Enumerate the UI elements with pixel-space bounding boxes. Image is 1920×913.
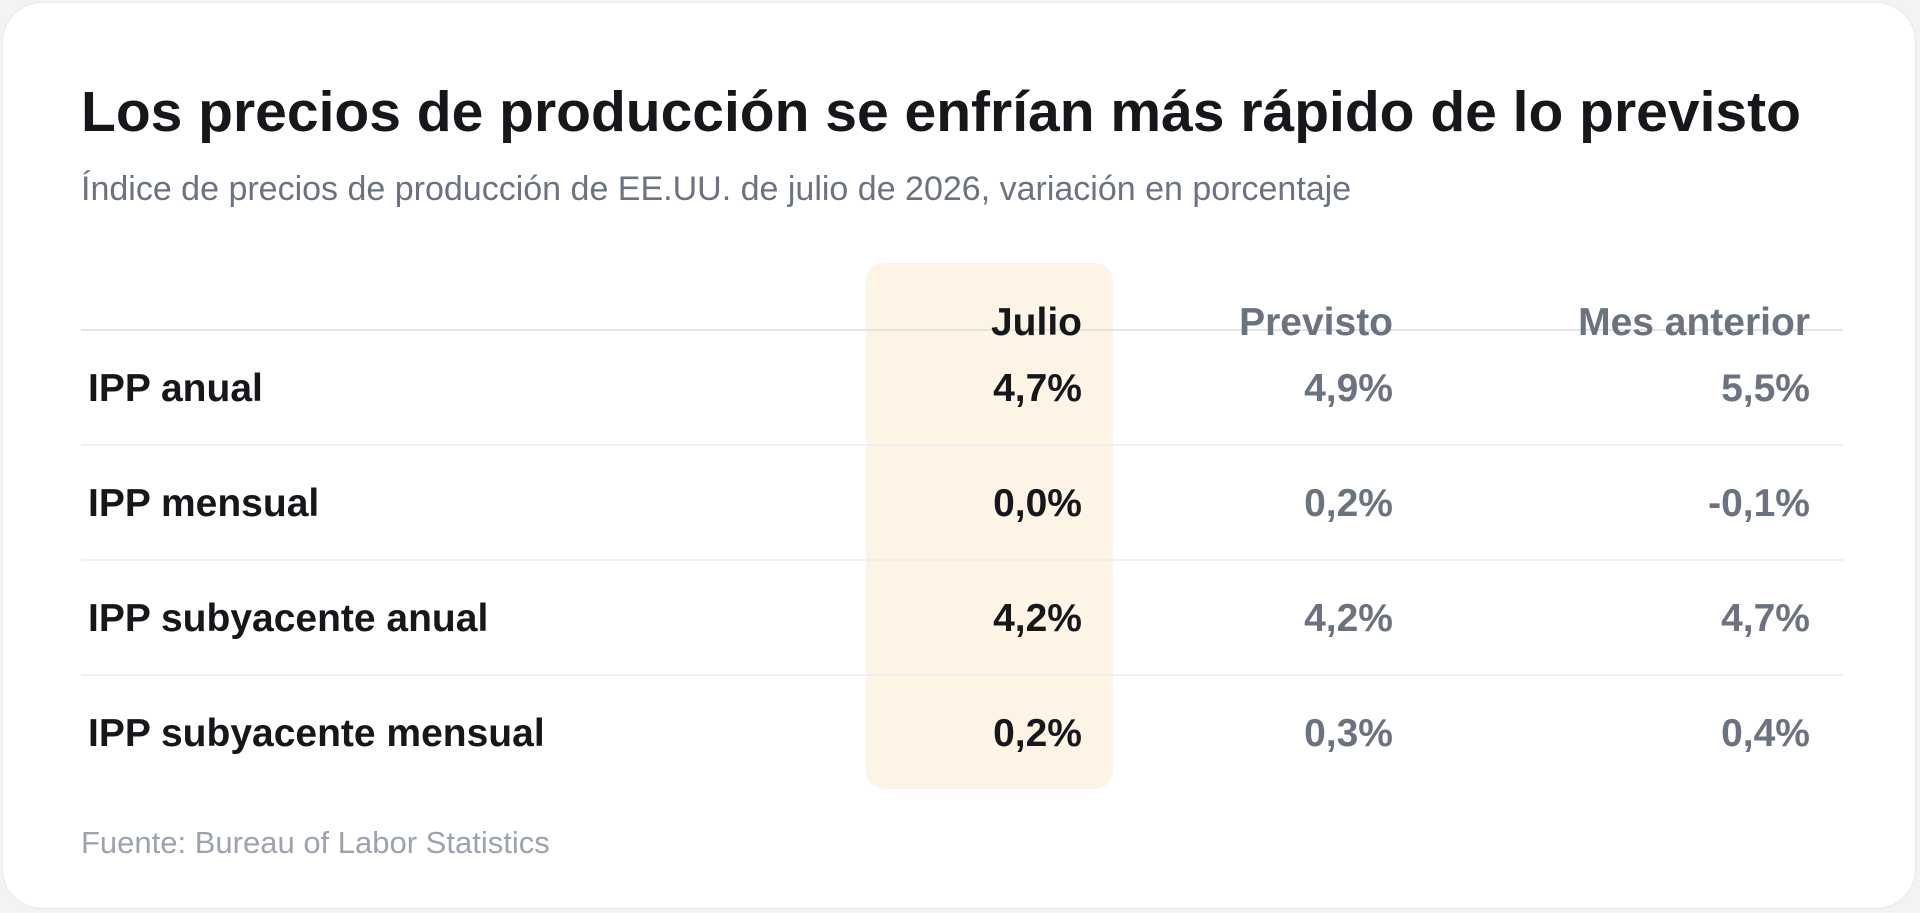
column-header-mes-anterior: Mes anterior (1578, 301, 1810, 344)
column-header-julio: Julio (990, 301, 1082, 344)
table-row: IPP subyacente anual 4,2% 4,2% 4,7% (81, 561, 1843, 676)
table-row: IPP mensual 0,0% 0,2% -0,1% (81, 446, 1843, 561)
value-julio: 4,2% (993, 597, 1082, 640)
value-julio: 4,7% (993, 367, 1082, 410)
value-mes-anterior: 5,5% (1721, 367, 1810, 410)
value-mes-anterior: 4,7% (1721, 597, 1810, 640)
row-label: IPP mensual (88, 482, 320, 525)
table-row: IPP subyacente mensual 0,2% 0,3% 0,4% (81, 676, 1843, 791)
data-table: Julio Previsto Mes anterior IPP anual 4,… (81, 263, 1843, 791)
table-row: IPP anual 4,7% 4,9% 5,5% (81, 331, 1843, 446)
row-label: IPP anual (88, 367, 263, 410)
column-header-previsto: Previsto (1239, 301, 1393, 344)
page-title: Los precios de producción se enfrían más… (81, 80, 1801, 144)
row-label: IPP subyacente mensual (88, 712, 545, 755)
source-note: Fuente: Bureau of Labor Statistics (81, 825, 550, 860)
value-previsto: 4,9% (1304, 367, 1393, 410)
value-julio: 0,2% (993, 712, 1082, 755)
row-label: IPP subyacente anual (88, 597, 489, 640)
value-previsto: 4,2% (1304, 597, 1393, 640)
value-previsto: 0,3% (1304, 712, 1393, 755)
value-previsto: 0,2% (1304, 482, 1393, 525)
table-header-row: Julio Previsto Mes anterior (81, 263, 1843, 344)
value-mes-anterior: 0,4% (1721, 712, 1810, 755)
value-mes-anterior: -0,1% (1708, 482, 1810, 525)
current-column-highlight (866, 263, 1113, 789)
subtitle: Índice de precios de producción de EE.UU… (81, 170, 1352, 208)
value-julio: 0,0% (993, 482, 1082, 525)
